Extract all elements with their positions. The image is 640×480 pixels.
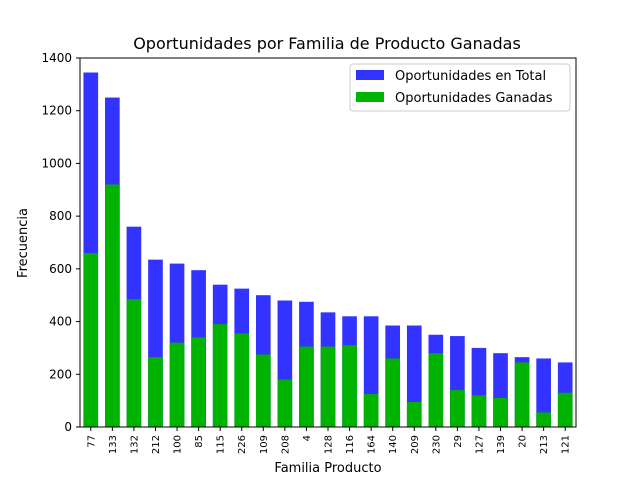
y-tick-label: 0	[64, 420, 72, 434]
series-won-bar-77	[83, 253, 99, 427]
series-won-bar-208	[277, 379, 293, 427]
x-axis-label: Familia Producto	[274, 461, 381, 476]
series-won-bar-164	[363, 394, 379, 427]
x-tick-label: 226	[237, 435, 248, 454]
series-total-bar-209	[406, 325, 422, 427]
x-tick-label: 128	[324, 435, 335, 454]
series-won-bar-230	[428, 353, 444, 427]
legend-swatch-won	[356, 92, 384, 102]
y-tick-label: 200	[49, 367, 72, 381]
series-won-bar-132	[126, 299, 142, 427]
x-tick-label: 109	[259, 435, 270, 454]
x-tick-label: 115	[216, 435, 227, 454]
x-tick-label: 133	[108, 435, 119, 454]
x-tick-label: 20	[518, 435, 529, 448]
legend-box	[349, 63, 571, 112]
y-tick-label: 1000	[41, 156, 72, 170]
x-tick-label: 116	[345, 435, 356, 454]
x-tick-label: 29	[453, 435, 464, 448]
y-tick-label: 400	[49, 315, 72, 329]
x-tick-label: 209	[410, 435, 421, 454]
legend: Oportunidades en Total Oportunidades Gan…	[349, 63, 571, 112]
series-won-bar-140	[385, 358, 401, 427]
y-tick-label: 1200	[41, 104, 72, 118]
x-tick-label: 127	[474, 435, 485, 454]
chart-title: Oportunidades por Familia de Producto Ga…	[133, 34, 521, 53]
series-won-bars	[83, 184, 573, 427]
series-won-bar-4	[299, 346, 314, 427]
x-tick-label: 208	[280, 435, 291, 454]
series-total-bar-213	[536, 358, 551, 427]
x-tick-label: 85	[194, 435, 205, 448]
series-won-bar-128	[320, 346, 336, 427]
x-tick-label: 77	[86, 435, 97, 448]
series-won-bar-133	[105, 184, 120, 427]
series-won-bar-116	[342, 345, 357, 427]
y-tick-label: 600	[49, 262, 72, 276]
x-tick-label: 139	[496, 435, 507, 454]
x-axis: 77 133 132 212 100 85 115 226 109 208 4 128 116 164 14…	[86, 427, 572, 454]
legend-swatch-total	[356, 70, 384, 80]
y-tick-label: 800	[49, 209, 72, 223]
x-tick-label: 164	[367, 435, 378, 454]
plot-area: 0 200 400 600 800 1000 1200 1400 77 133 132 212 100…	[41, 51, 577, 454]
series-won-bar-29	[450, 390, 465, 427]
series-won-bar-209	[406, 401, 422, 427]
y-axis: 0 200 400 600 800 1000 1200 1400	[41, 51, 80, 434]
legend-label-total: Oportunidades en Total	[395, 69, 546, 84]
series-won-bar-100	[169, 342, 185, 427]
x-tick-label: 140	[388, 435, 399, 454]
series-won-bar-213	[536, 412, 551, 427]
x-tick-label: 100	[173, 435, 184, 454]
series-won-bar-226	[234, 333, 250, 427]
y-tick-label: 1400	[41, 51, 72, 65]
series-won-bar-85	[191, 337, 206, 427]
x-tick-label: 121	[561, 435, 572, 454]
legend-label-won: Oportunidades Ganadas	[395, 91, 553, 106]
series-won-bar-127	[471, 395, 487, 427]
series-won-bar-139	[493, 398, 508, 427]
x-tick-label: 132	[129, 435, 140, 454]
x-tick-label: 4	[302, 435, 313, 441]
y-axis-label: Frecuencia	[16, 208, 31, 278]
x-tick-label: 212	[151, 435, 162, 454]
series-won-bar-115	[212, 324, 228, 427]
series-won-bar-20	[514, 362, 530, 427]
plot-frame	[79, 57, 577, 428]
series-won-bar-212	[148, 357, 163, 427]
series-won-bar-121	[557, 392, 573, 427]
x-tick-label: 230	[431, 435, 442, 454]
series-won-bar-109	[255, 354, 271, 427]
x-tick-label: 213	[539, 435, 550, 454]
